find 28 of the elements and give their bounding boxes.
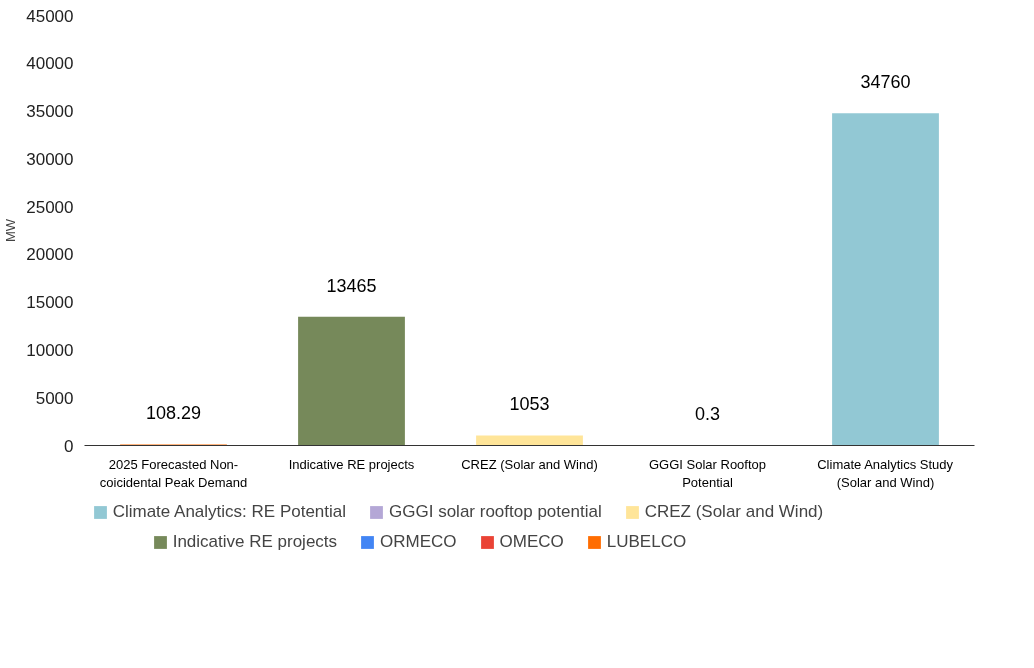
x-tick-label: Climate Analytics Study (Solar and Wind) (817, 456, 954, 490)
y-axis-title: MW (3, 218, 19, 243)
legend-label: CREZ (Solar and Wind) (644, 502, 824, 522)
y-tick-label: 10000 (26, 340, 74, 360)
x-tick-label: CREZ (Solar and Wind) (461, 456, 598, 472)
y-tick-label: 30000 (26, 149, 74, 169)
legend-label: GGGI solar rooftop potential (389, 502, 602, 522)
total-label: 1053 (509, 394, 550, 415)
y-tick-label: 40000 (26, 54, 74, 74)
y-tick-label: 45000 (26, 6, 74, 26)
legend-label: Indicative RE projects (172, 532, 338, 552)
total-label: 34760 (860, 72, 911, 93)
y-tick-label: 35000 (26, 102, 74, 122)
total-label: 13465 (326, 275, 377, 296)
legend-label: OMECO (499, 532, 564, 552)
y-tick-label: 20000 (26, 245, 74, 265)
legend-label: LUBELCO (606, 532, 687, 552)
y-tick-label: 25000 (26, 197, 74, 217)
total-label: 108.29 (145, 403, 202, 424)
y-tick-label: 5000 (35, 388, 74, 408)
x-tick-label: Indicative RE projects (288, 456, 415, 472)
y-tick-label: 15000 (26, 293, 74, 313)
y-tick-label: 0 (64, 436, 74, 456)
legend-label: ORMECO (380, 532, 457, 552)
legend-label: Climate Analytics: RE Potential (112, 502, 347, 522)
x-tick-label: 2025 Forecasted Non-coicidental Peak Demand (99, 456, 248, 490)
total-label: 0.3 (694, 404, 721, 425)
x-tick-label: GGGI Solar Rooftop Potential (648, 456, 767, 490)
